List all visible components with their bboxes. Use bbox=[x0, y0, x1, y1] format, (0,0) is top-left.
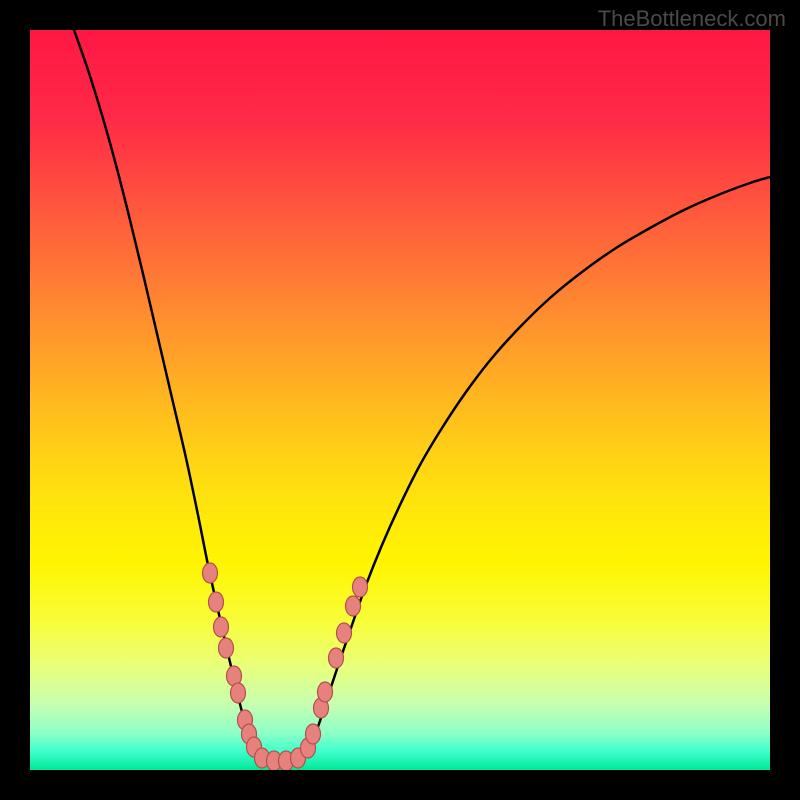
data-marker bbox=[329, 648, 344, 668]
data-marker bbox=[231, 683, 246, 703]
data-marker bbox=[203, 563, 218, 583]
watermark-text: TheBottleneck.com bbox=[598, 6, 786, 32]
data-marker bbox=[346, 596, 361, 616]
data-marker bbox=[214, 617, 229, 637]
data-marker bbox=[306, 724, 321, 744]
data-markers bbox=[203, 563, 368, 770]
plot-area bbox=[30, 30, 770, 770]
v-curve-layer bbox=[30, 30, 770, 770]
data-marker bbox=[353, 577, 368, 597]
v-curve-path bbox=[74, 30, 770, 763]
data-marker bbox=[318, 682, 333, 702]
data-marker bbox=[219, 638, 234, 658]
data-marker bbox=[337, 623, 352, 643]
data-marker bbox=[209, 592, 224, 612]
